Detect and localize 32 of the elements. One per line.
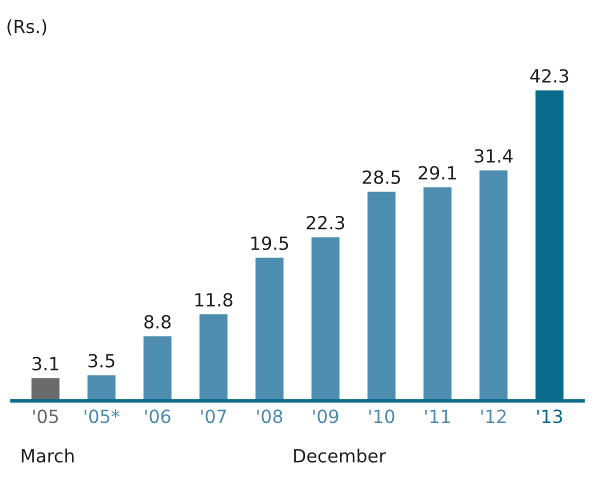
- bar: [88, 375, 116, 401]
- data-label: 11.8: [195, 292, 232, 307]
- data-label: 22.3: [306, 216, 344, 230]
- data-label: 29.1: [418, 166, 456, 180]
- bar: [32, 378, 60, 401]
- text: December: [294, 448, 386, 463]
- data-label: 31.4: [474, 149, 513, 163]
- bar: [200, 314, 228, 401]
- data-label: 3.5: [88, 354, 114, 368]
- x-tick-label: '12: [481, 410, 506, 423]
- bar: [144, 336, 172, 401]
- data-label: 19.5: [251, 236, 288, 250]
- data-label: 8.8: [144, 314, 171, 329]
- x-tick-label: '07: [201, 410, 226, 424]
- y-axis-title: (Rs.): [8, 19, 46, 36]
- bar: [256, 258, 284, 401]
- x-tick-label: '05: [33, 410, 58, 424]
- data-label: 28.5: [362, 170, 400, 184]
- bar: [424, 187, 452, 401]
- x-tick-label: '13: [537, 410, 562, 424]
- x-tick-label: '10: [369, 410, 394, 424]
- x-tick-label: '06: [145, 410, 170, 424]
- x-tick-label: '05*: [84, 410, 120, 424]
- x-tick-label: '08: [257, 410, 282, 424]
- bar: [312, 237, 340, 401]
- text: March: [22, 448, 74, 463]
- bar: [480, 170, 508, 401]
- x-tick-label: '09: [313, 410, 338, 424]
- bar: [368, 192, 396, 401]
- x-tick-label: '11: [425, 410, 450, 423]
- data-label: 3.1: [32, 356, 58, 370]
- data-label: 42.3: [530, 69, 568, 83]
